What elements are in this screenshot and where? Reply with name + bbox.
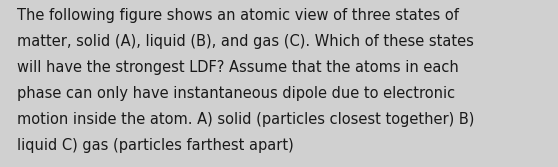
Text: will have the strongest LDF? Assume that the atoms in each: will have the strongest LDF? Assume that… bbox=[17, 60, 459, 75]
Text: matter, solid (A), liquid (B), and gas (C). Which of these states: matter, solid (A), liquid (B), and gas (… bbox=[17, 34, 474, 49]
Text: motion inside the atom. A) solid (particles closest together) B): motion inside the atom. A) solid (partic… bbox=[17, 112, 474, 127]
Text: phase can only have instantaneous dipole due to electronic: phase can only have instantaneous dipole… bbox=[17, 86, 455, 101]
Text: The following figure shows an atomic view of three states of: The following figure shows an atomic vie… bbox=[17, 8, 459, 23]
Text: liquid C) gas (particles farthest apart): liquid C) gas (particles farthest apart) bbox=[17, 138, 294, 153]
